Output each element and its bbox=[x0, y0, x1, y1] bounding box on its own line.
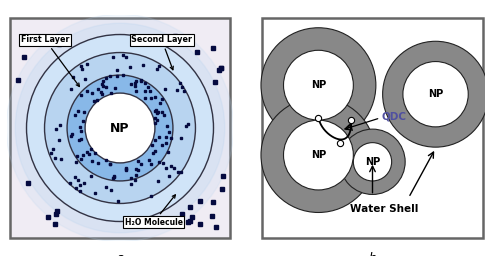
Text: NP: NP bbox=[428, 89, 443, 99]
Text: b: b bbox=[368, 252, 376, 256]
Circle shape bbox=[403, 61, 468, 127]
Circle shape bbox=[67, 75, 173, 181]
Text: NP: NP bbox=[311, 80, 326, 90]
Text: Second Layer: Second Layer bbox=[132, 35, 192, 70]
Circle shape bbox=[284, 50, 354, 120]
Circle shape bbox=[26, 35, 214, 221]
Text: QDC: QDC bbox=[382, 112, 406, 122]
Circle shape bbox=[261, 28, 376, 143]
Circle shape bbox=[6, 14, 234, 242]
Circle shape bbox=[354, 143, 392, 181]
Text: H₂O Molecule: H₂O Molecule bbox=[124, 195, 182, 227]
Text: First Layer: First Layer bbox=[21, 35, 80, 87]
Circle shape bbox=[284, 120, 354, 190]
Circle shape bbox=[15, 23, 225, 233]
Text: NP: NP bbox=[365, 157, 380, 167]
Text: a: a bbox=[116, 252, 124, 256]
Circle shape bbox=[26, 35, 214, 221]
FancyBboxPatch shape bbox=[262, 18, 483, 238]
FancyBboxPatch shape bbox=[10, 18, 230, 238]
Circle shape bbox=[382, 41, 488, 147]
Text: NP: NP bbox=[110, 122, 130, 134]
Text: Water Shell: Water Shell bbox=[350, 204, 418, 214]
Text: NP: NP bbox=[311, 150, 326, 160]
Circle shape bbox=[261, 98, 376, 212]
Circle shape bbox=[340, 129, 405, 195]
Circle shape bbox=[85, 93, 155, 163]
Circle shape bbox=[44, 52, 196, 204]
